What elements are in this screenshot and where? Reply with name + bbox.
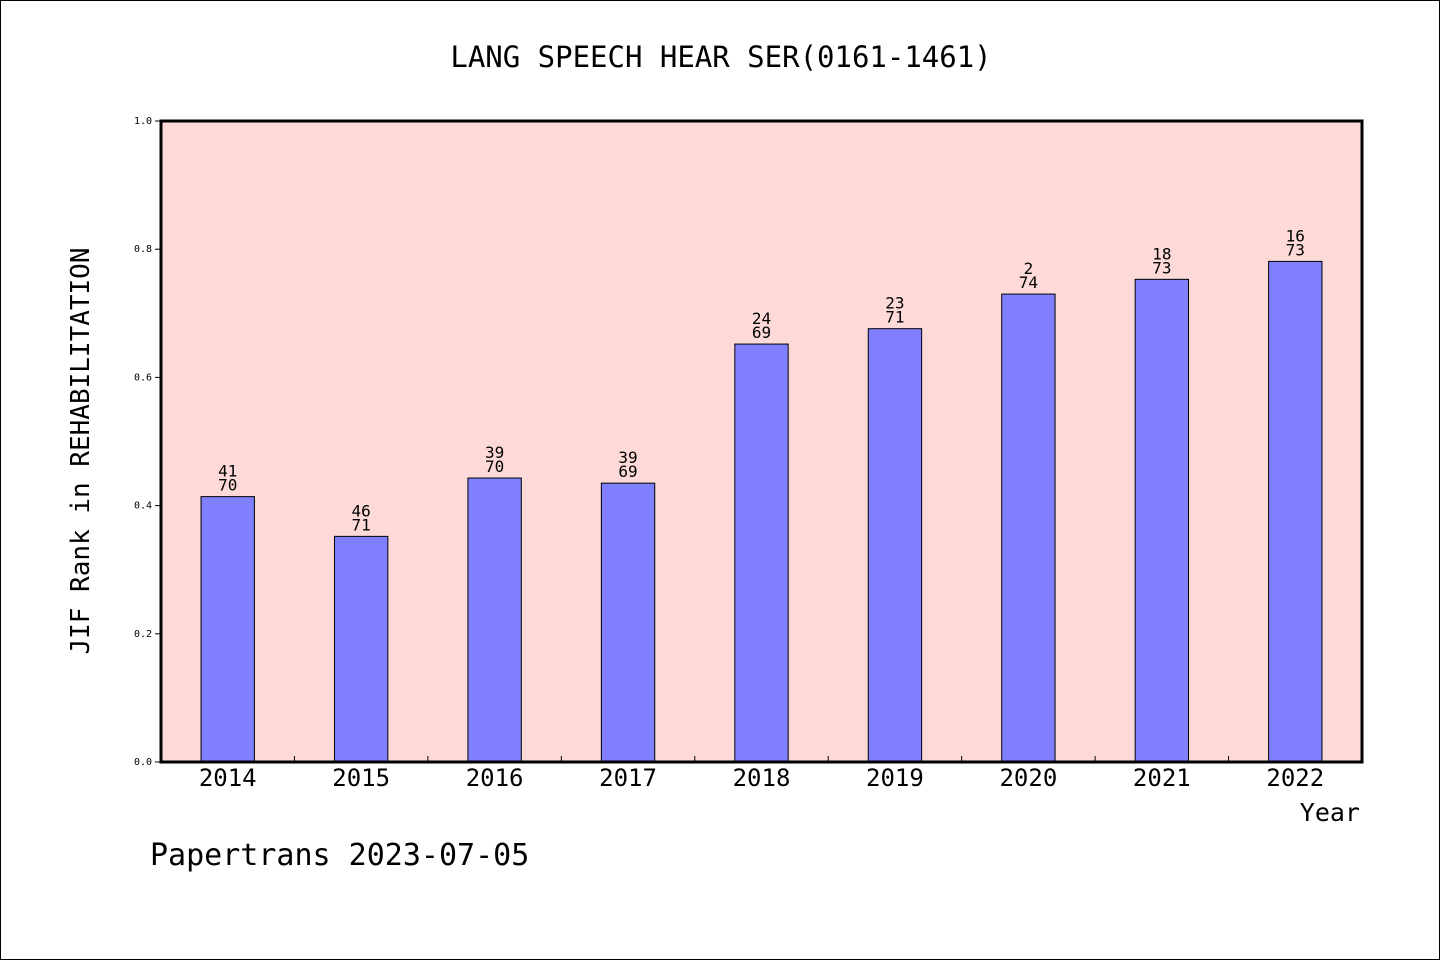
y-tick-label-0.2: 0.2 — [134, 629, 152, 640]
x-tick-label-2015: 2015 — [332, 764, 390, 792]
bar-2020 — [1001, 293, 1056, 763]
bar-label-total-2018: 69 — [752, 323, 771, 342]
x-tick-label-2022: 2022 — [1266, 764, 1324, 792]
x-tick-label-2019: 2019 — [866, 764, 924, 792]
bar-2016 — [467, 477, 522, 763]
footer-watermark: Papertrans 2023-07-05 — [150, 838, 529, 873]
y-tick-label-0.0: 0.0 — [134, 757, 152, 768]
bar-label-total-2022: 73 — [1286, 240, 1305, 259]
x-tick-label-2018: 2018 — [733, 764, 791, 792]
chart-title: LANG SPEECH HEAR SER(0161-1461) — [450, 40, 991, 74]
x-tick-label-2016: 2016 — [466, 764, 524, 792]
plot-border — [159, 119, 1364, 764]
y-tick-label-0.6: 0.6 — [134, 372, 152, 383]
x-tick-label-2014: 2014 — [199, 764, 257, 792]
bar-label-total-2020: 74 — [1019, 273, 1038, 292]
x-axis-ticks: 2014 2015 2016 2017 2018 2019 2020 2021 2022 — [199, 756, 1324, 792]
y-tick-label-1.0: 1.0 — [134, 116, 152, 127]
x-axis-label: Year — [1300, 798, 1360, 827]
bar-2019 — [867, 328, 923, 763]
bar-label-total-2016: 70 — [485, 457, 504, 476]
y-tick-label-0.4: 0.4 — [134, 501, 152, 512]
bar-label-rank-2021: 18 — [1152, 244, 1171, 263]
bar-2014 — [200, 496, 255, 763]
x-tick-label-2021: 2021 — [1133, 764, 1191, 792]
bar-2022 — [1268, 260, 1323, 763]
bar-label-rank-2022: 16 — [1286, 226, 1305, 245]
bar-2021 — [1134, 278, 1190, 763]
x-tick-label-2017: 2017 — [599, 764, 657, 792]
bar-label-total-2014: 70 — [218, 476, 237, 495]
bar-label-rank-2014: 41 — [218, 462, 237, 481]
bar-2017 — [600, 482, 656, 763]
bar-label-rank-2015: 46 — [352, 501, 371, 520]
bar-2015 — [333, 535, 389, 763]
y-tick-label-0.8: 0.8 — [134, 244, 152, 255]
bar-label-rank-2019: 23 — [885, 294, 904, 313]
bar-2018 — [734, 343, 789, 763]
bar-label-rank-2016: 39 — [485, 443, 504, 462]
bar-label-total-2021: 73 — [1152, 258, 1171, 277]
bar-label-total-2019: 71 — [885, 308, 904, 327]
y-axis-label: JIF Rank in REHABILITATION — [66, 248, 96, 655]
x-tick-label-2020: 2020 — [999, 764, 1057, 792]
bar-label-rank-2018: 24 — [752, 309, 771, 328]
y-axis-ticks: 0.0 0.2 0.4 0.6 0.8 1.0 — [134, 116, 161, 768]
bar-label-total-2015: 71 — [352, 515, 371, 534]
bar-label-rank-2017: 39 — [618, 448, 637, 467]
bar-label-rank-2020: 2 — [1024, 259, 1034, 278]
bar-label-total-2017: 69 — [618, 462, 637, 481]
